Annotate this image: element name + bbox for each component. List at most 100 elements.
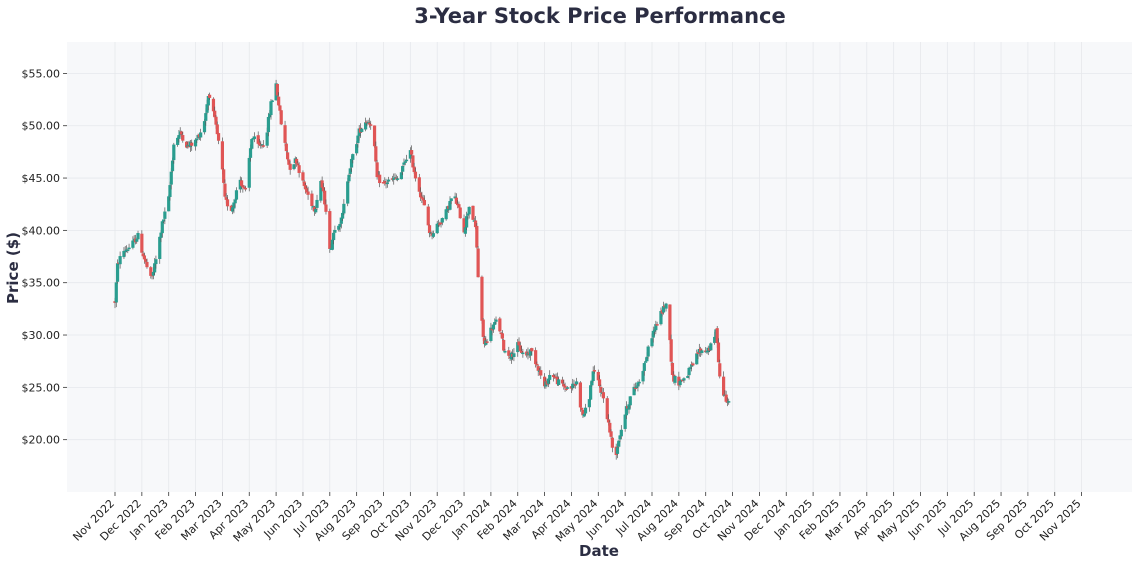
candle-up (615, 447, 620, 454)
candle-up (435, 223, 439, 234)
candle-down (573, 383, 577, 386)
candle-down (277, 96, 281, 106)
candle-down (223, 183, 227, 197)
candle-up (319, 181, 323, 201)
candle-down (417, 177, 421, 192)
candle-down (457, 204, 461, 208)
candle-up (395, 178, 400, 180)
candle-up (332, 232, 336, 241)
candle-up (250, 139, 254, 149)
candle-up (494, 319, 498, 322)
candle-up (688, 367, 692, 369)
candle-up (351, 154, 355, 160)
candle-up (444, 209, 448, 220)
candle-down (539, 370, 543, 376)
candle-up (127, 247, 131, 250)
candle-up (252, 136, 256, 140)
candle-down (144, 259, 148, 262)
candle-down (321, 187, 326, 192)
candle-up (521, 352, 525, 355)
candle-down (502, 339, 506, 351)
candle-down (438, 223, 442, 225)
candle-up (364, 122, 368, 130)
candle-up (385, 182, 389, 185)
candle-down (609, 431, 613, 437)
candle-up (661, 306, 666, 313)
candle-up (641, 371, 645, 382)
candle-down (145, 261, 149, 268)
candle-down (519, 350, 524, 354)
candle-down (481, 319, 485, 337)
candle-up (158, 236, 162, 259)
plot-area (67, 42, 1132, 492)
candle-down (580, 407, 584, 410)
candle-down (422, 199, 427, 206)
candle-down (698, 348, 703, 352)
candle-up (356, 135, 360, 144)
candle-down (324, 204, 328, 212)
candle-down (517, 341, 521, 346)
candle-up (632, 386, 636, 396)
candle-up (644, 361, 648, 363)
candle-down (507, 350, 511, 356)
candle-up (664, 303, 668, 309)
candle-up (135, 239, 139, 242)
candle-up (650, 338, 654, 347)
candle-down (243, 187, 248, 190)
candle-down (696, 352, 700, 354)
candle-up (713, 336, 717, 343)
candle-up (440, 218, 444, 223)
candle-up (206, 96, 210, 106)
candle-up (292, 164, 296, 170)
candle-up (260, 144, 264, 146)
candle-up (231, 207, 235, 212)
candle-up (339, 217, 343, 224)
y-tick-label: $30.00 (22, 329, 61, 342)
candle-up (269, 101, 273, 116)
candle-up (338, 224, 342, 227)
candle-up (528, 349, 533, 356)
candle-down (215, 124, 219, 135)
candle-up (463, 227, 467, 234)
candle-up (652, 329, 657, 332)
candle-up (360, 128, 364, 132)
candle-up (709, 343, 713, 351)
candle-up (153, 263, 157, 273)
candle-up (315, 199, 319, 208)
candle-down (551, 375, 556, 378)
candle-down (369, 124, 373, 126)
candle-down (294, 158, 299, 164)
candle-up (193, 139, 198, 147)
candle-up (590, 380, 594, 386)
candle-down (475, 225, 479, 248)
candle-down (141, 253, 145, 257)
candle-up (136, 233, 140, 240)
candle-up (337, 225, 341, 230)
candle-up (636, 382, 640, 387)
candle-up (154, 259, 158, 265)
candle-up (266, 116, 271, 133)
candle-down (458, 207, 462, 219)
candle-down (320, 180, 324, 188)
candle-down (142, 255, 147, 260)
candle-down (421, 197, 425, 201)
candle-down (722, 376, 726, 396)
candle-up (387, 179, 391, 182)
candle-up (202, 121, 207, 133)
candles (113, 79, 731, 460)
candle-down (381, 182, 386, 184)
candle-down (480, 276, 484, 321)
candle-down (473, 220, 478, 228)
candle-up (314, 208, 318, 213)
candle-up (690, 364, 694, 367)
candle-down (606, 419, 611, 423)
candle-up (402, 162, 406, 165)
candle-down (670, 362, 675, 376)
candle-up (404, 159, 409, 162)
candle-up (548, 374, 552, 380)
candle-up (589, 385, 593, 400)
candle-up (233, 199, 237, 204)
candle-up (628, 396, 632, 406)
candle-up (248, 148, 253, 158)
